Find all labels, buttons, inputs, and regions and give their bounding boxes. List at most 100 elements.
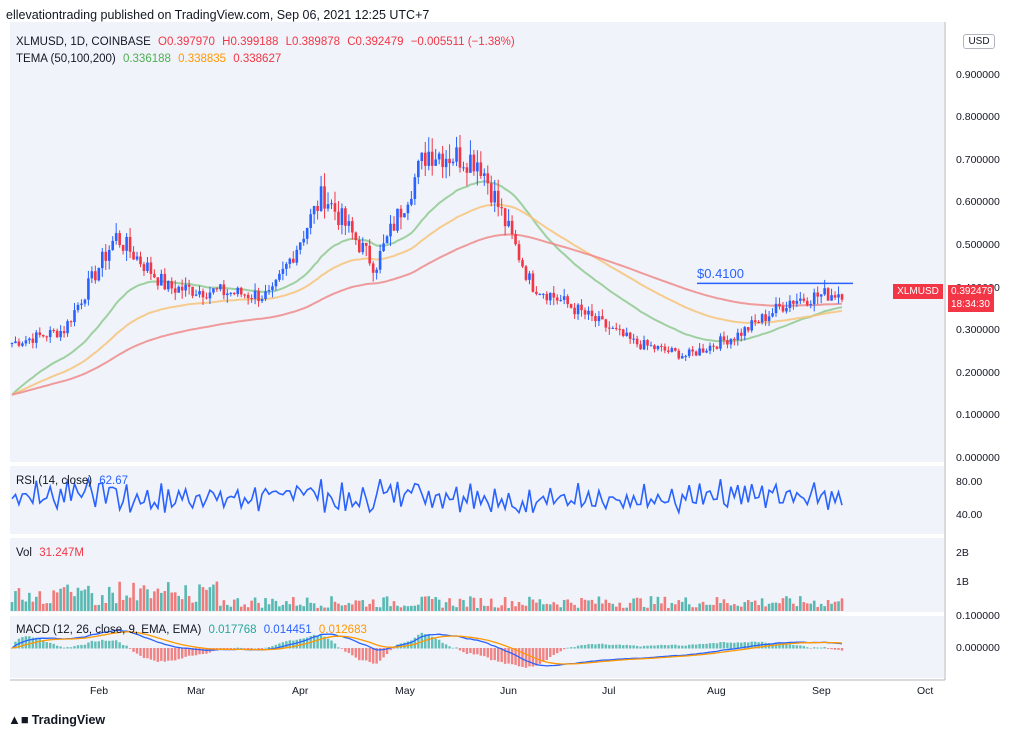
volume-bar	[611, 603, 615, 611]
volume-bar	[816, 606, 819, 611]
volume-bar	[316, 607, 319, 611]
candle-body	[680, 356, 684, 359]
macd-hist-bar	[267, 647, 271, 649]
countdown: 18:34:30	[951, 298, 990, 310]
symbol-label[interactable]: XLMUSD, 1D, COINBASE	[16, 36, 151, 48]
macd-hist-bar	[503, 648, 507, 664]
volume-bar	[517, 602, 521, 611]
candle-body	[14, 341, 17, 344]
rsi-label[interactable]: RSI (14, close)	[16, 475, 93, 487]
volume-bar	[674, 604, 677, 611]
candle-body	[611, 327, 615, 329]
macd-hist-bar	[83, 644, 87, 649]
candle-body	[621, 329, 625, 336]
macd-hist-bar	[69, 647, 73, 649]
macd-hist-bar	[726, 642, 729, 649]
volume-bar	[198, 584, 201, 611]
price-tick-label: 0.300000	[956, 324, 1000, 337]
last-price: 0.392479	[951, 286, 993, 297]
volume-bar	[441, 607, 444, 611]
macd-hist-bar	[590, 644, 594, 649]
volume-bar	[69, 591, 73, 611]
volume-bar	[278, 606, 281, 611]
volume-bar	[232, 599, 236, 611]
candle-body	[441, 153, 444, 168]
macd-hist-bar	[448, 646, 451, 649]
macd-hist-bar	[42, 640, 45, 649]
macd-hist-bar	[240, 647, 243, 649]
candle-body	[733, 338, 736, 340]
macd-hist-bar	[465, 648, 469, 654]
candle-body	[243, 294, 246, 296]
candle-body	[701, 348, 705, 353]
volume-bar	[281, 604, 285, 611]
signal-line	[11, 631, 843, 665]
candle-body	[694, 351, 698, 356]
macd-hist-bar	[108, 640, 111, 649]
volume-bar	[555, 604, 559, 611]
volume-bar	[38, 591, 42, 611]
volume-bar	[746, 600, 750, 611]
tradingview-logo[interactable]: ▲■ TradingView	[8, 712, 105, 727]
candle-body	[62, 331, 66, 334]
volume-bar	[566, 599, 569, 611]
candle-body	[368, 245, 371, 264]
candle-body	[562, 296, 566, 300]
macd-hist-bar	[719, 642, 722, 649]
macd-label[interactable]: MACD (12, 26, close, 9, EMA, EMA)	[16, 624, 202, 636]
macd-hist-bar	[608, 644, 611, 649]
volume-bar	[590, 599, 594, 611]
volume-bar	[698, 603, 701, 611]
volume-bar	[170, 592, 174, 611]
macd-hist-bar	[604, 644, 608, 649]
volume-label[interactable]: Vol	[16, 547, 32, 559]
candle-body	[545, 293, 549, 301]
candle-body	[403, 213, 406, 218]
candle-body	[674, 348, 677, 351]
candle-body	[205, 297, 208, 299]
candle-body	[281, 268, 285, 274]
volume-bar	[226, 604, 229, 611]
candle-body	[94, 271, 97, 281]
candle-body	[212, 288, 215, 293]
volume-bar	[587, 600, 590, 611]
candle-body	[274, 279, 278, 287]
macd-hist-bar	[101, 639, 104, 649]
volume-bar	[344, 605, 347, 611]
candle-body	[100, 251, 104, 269]
candle-body	[114, 233, 118, 241]
volume-bar	[417, 604, 420, 611]
last-price-box: 0.392479 18:34:30	[948, 285, 994, 312]
candle-body	[45, 336, 49, 338]
volume-bar	[10, 602, 14, 611]
tema-label[interactable]: TEMA (50,100,200)	[16, 53, 116, 65]
macd-hist-bar	[479, 648, 483, 656]
macd-hist-bar	[104, 640, 107, 649]
macd-hist-bar	[316, 635, 319, 649]
currency-button[interactable]: USD	[963, 34, 995, 49]
candle-body	[764, 314, 767, 322]
volume-bar	[153, 591, 156, 611]
macd-hist-bar	[219, 648, 222, 649]
volume-bar	[215, 581, 219, 611]
candle-body	[354, 232, 358, 241]
candle-body	[229, 292, 233, 294]
volume-bar	[691, 607, 694, 611]
candle-body	[10, 343, 14, 345]
tema-value-1: 0.336188	[122, 53, 171, 65]
candle-body	[698, 348, 701, 356]
candle-body	[781, 306, 785, 312]
volume-bar	[656, 596, 660, 611]
volume-bar	[76, 587, 80, 611]
volume-bar	[455, 607, 458, 611]
candle-body	[635, 338, 639, 345]
volume-bar	[125, 595, 128, 611]
candle-body	[239, 287, 243, 295]
macd-hist-bar	[222, 648, 226, 650]
volume-bar	[715, 597, 719, 611]
volume-bar	[111, 592, 115, 611]
volume-bar	[271, 598, 274, 611]
candle-body	[594, 316, 597, 322]
candle-body	[149, 262, 153, 274]
macd-hist-bar	[597, 643, 601, 649]
